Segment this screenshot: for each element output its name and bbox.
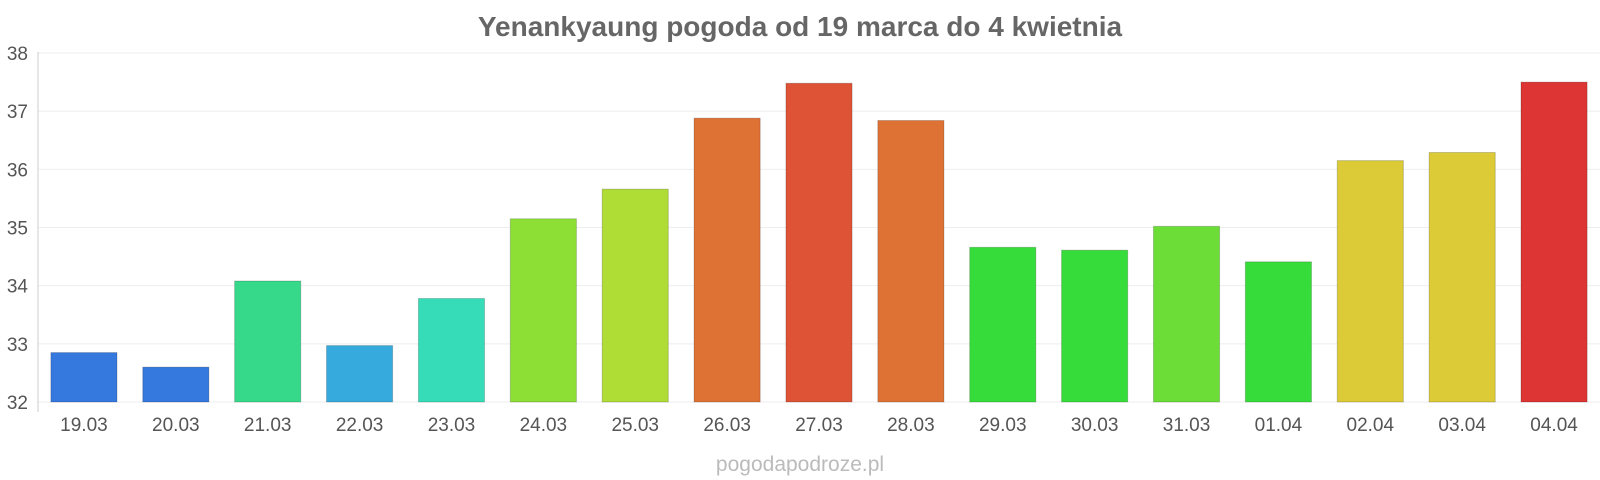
y-tick-label: 38	[7, 44, 28, 65]
bar-27.03	[785, 82, 853, 403]
x-tick-label: 19.03	[60, 415, 108, 436]
bar-20.03	[142, 366, 210, 403]
x-tick-label: 22.03	[336, 415, 384, 436]
y-axis-ticks: 32 33 34 35 36 37 38	[7, 44, 29, 414]
bar-21.03	[234, 280, 302, 403]
y-tick-label: 32	[7, 393, 28, 414]
bar-25.03	[601, 188, 669, 403]
bar-01.04	[1244, 261, 1312, 403]
bars	[50, 81, 1588, 403]
x-tick-label: 26.03	[703, 415, 751, 436]
bar-22.03	[326, 345, 394, 403]
bar-03.04	[1428, 151, 1496, 403]
bar-02.04	[1336, 160, 1404, 403]
y-tick-label: 35	[7, 219, 28, 240]
x-tick-label: 27.03	[795, 415, 843, 436]
x-tick-label: 21.03	[244, 415, 292, 436]
x-tick-label: 25.03	[611, 415, 659, 436]
bar-28.03	[877, 119, 945, 403]
x-tick-label: 01.04	[1255, 415, 1303, 436]
bar-24.03	[509, 218, 577, 403]
x-tick-label: 20.03	[152, 415, 200, 436]
x-tick-label: 23.03	[428, 415, 476, 436]
x-axis-ticks: 19.03 20.03 21.03 22.03 23.03 24.03 25.03 26.03…	[60, 415, 1578, 436]
x-tick-label: 30.03	[1071, 415, 1119, 436]
x-tick-label: 02.04	[1347, 415, 1395, 436]
x-tick-label: 28.03	[887, 415, 935, 436]
bar-29.03	[969, 246, 1037, 403]
bar-04.04	[1520, 81, 1588, 403]
x-tick-label: 03.04	[1438, 415, 1486, 436]
bar-23.03	[417, 297, 486, 403]
bar-30.03	[1061, 249, 1129, 403]
y-tick-label: 36	[7, 160, 28, 181]
x-tick-label: 31.03	[1163, 415, 1211, 436]
y-tick-label: 37	[7, 102, 28, 123]
watermark: pogodapodroze.pl	[716, 453, 884, 476]
bar-31.03	[1152, 225, 1221, 403]
bar-26.03	[693, 117, 761, 403]
y-tick-label: 33	[7, 335, 28, 356]
x-tick-label: 04.04	[1530, 415, 1578, 436]
x-tick-label: 24.03	[520, 415, 568, 436]
chart-title: Yenankyaung pogoda od 19 marca do 4 kwie…	[478, 11, 1123, 42]
y-tick-label: 34	[7, 277, 29, 298]
x-tick-label: 29.03	[979, 415, 1027, 436]
bar-19.03	[50, 352, 118, 403]
